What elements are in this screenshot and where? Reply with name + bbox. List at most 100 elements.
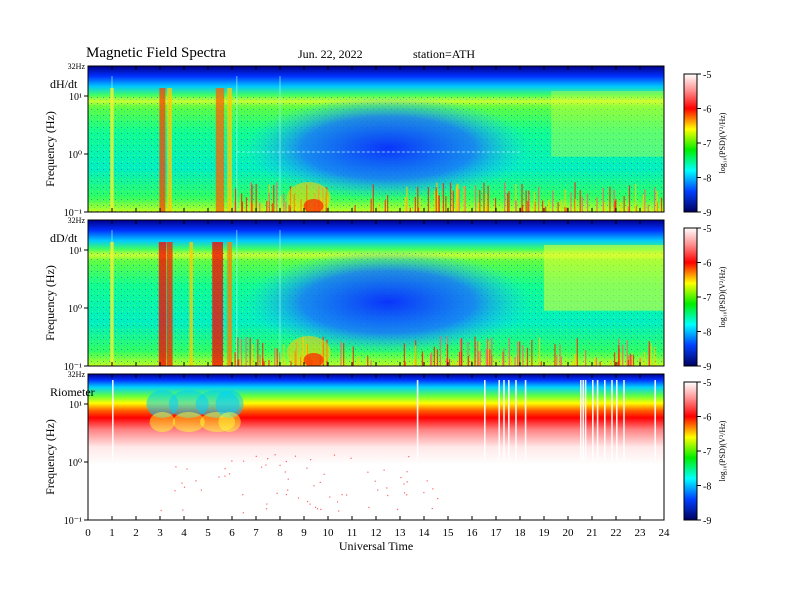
x-tick-label: 20 — [563, 527, 575, 539]
x-tick-label: 21 — [587, 527, 598, 539]
x-tick-label: 15 — [443, 527, 455, 539]
panel-riometer: Riometer 32Hz 10¹ 10⁰ 10⁻¹ Frequency (Hz) -5 -6… — [43, 370, 727, 553]
spectrogram-0 — [88, 66, 664, 212]
data-gap — [623, 380, 625, 460]
y-axis-label: Frequency (Hz) — [43, 419, 57, 495]
colorbar-tick-label: -6 — [703, 105, 711, 116]
x-tick-label: 9 — [301, 527, 307, 539]
station-label: station=ATH — [413, 47, 476, 61]
y-tick-label: 10⁻¹ — [64, 208, 82, 219]
colorbar-tick-label: -9 — [703, 362, 711, 373]
data-gap — [611, 380, 613, 460]
x-tick-label: 23 — [635, 527, 647, 539]
colorbar-label: log₁₀(PSD)(V²/Hz) — [718, 420, 727, 481]
x-tick-label: 12 — [371, 527, 382, 539]
y-tick-label: 10¹ — [69, 92, 82, 103]
data-gap — [596, 380, 599, 460]
activity-burst — [167, 88, 172, 212]
data-gap — [484, 380, 486, 460]
x-tick-label: 14 — [419, 527, 431, 539]
late-activity — [551, 91, 664, 157]
data-gap — [580, 380, 582, 460]
x-tick-label: 7 — [253, 527, 259, 539]
x-tick-label: 2 — [133, 527, 139, 539]
colorbar-tick-label: -6 — [703, 259, 711, 270]
panel-label: dH/dt — [50, 77, 78, 91]
y-tick-label: 10¹ — [69, 400, 82, 411]
colorbar-tick-label: -8 — [703, 482, 711, 493]
y-tick-label: 10⁻¹ — [64, 362, 82, 373]
x-tick-label: 6 — [229, 527, 235, 539]
data-gap — [524, 380, 527, 460]
colorbar-tick-label: -8 — [703, 328, 711, 339]
date-label: Jun. 22, 2022 — [298, 47, 363, 61]
panel-dhdt: dH/dt 32Hz 10¹ 10⁰ 10⁻¹ Frequency (Hz) -5 -6 -7 -… — [43, 62, 727, 219]
x-tick-label: 3 — [157, 527, 163, 539]
x-tick-label: 10 — [323, 527, 335, 539]
data-gap — [508, 380, 510, 460]
chart-title: Magnetic Field Spectra — [86, 45, 226, 61]
x-tick-label: 22 — [611, 527, 622, 539]
disturbance — [146, 390, 179, 418]
panel-label: dD/dt — [50, 231, 78, 245]
x-tick-label: 24 — [659, 527, 671, 539]
activity-burst — [227, 88, 232, 212]
colorbar-tick-label: -7 — [703, 293, 711, 304]
y-tick-label: 10¹ — [69, 246, 82, 257]
activity-burst — [159, 88, 166, 212]
colorbar — [683, 227, 698, 367]
colorbar-label: log₁₀(PSD)(V²/Hz) — [718, 266, 727, 327]
y-tick-label: 10⁰ — [68, 150, 82, 161]
activity-burst — [227, 242, 232, 366]
activity-burst — [158, 242, 166, 366]
x-tick-label: 19 — [539, 527, 551, 539]
x-tick-label: 1 — [109, 527, 115, 539]
y-tick-label: 10⁻¹ — [64, 516, 82, 527]
y-top-label: 32Hz — [68, 370, 86, 379]
quiet-region — [244, 96, 532, 200]
x-tick-label: 0 — [85, 527, 91, 539]
x-tick-label: 16 — [467, 527, 479, 539]
data-gap — [654, 380, 656, 460]
data-gap — [582, 380, 584, 460]
colorbar-tick-label: -9 — [703, 208, 711, 219]
x-tick-label: 17 — [491, 527, 503, 539]
y-top-label: 32Hz — [68, 62, 86, 71]
colorbar — [683, 381, 698, 521]
colorbar-tick-label: -7 — [703, 447, 711, 458]
spectrogram-1 — [88, 220, 664, 366]
colorbar-tick-label: -5 — [703, 70, 711, 81]
data-gap — [604, 380, 606, 460]
x-axis-label: Universal Time — [339, 539, 413, 553]
x-tick-label: 5 — [205, 527, 211, 539]
colorbar-tick-label: -5 — [703, 378, 711, 389]
activity-burst — [212, 242, 223, 366]
colorbar — [683, 73, 698, 213]
activity-burst — [189, 242, 193, 366]
panel-dddt: dD/dt 32Hz 10¹ 10⁰ 10⁻¹ Frequency (Hz) -5 -6 -7 -… — [43, 216, 727, 373]
colorbar-tick-label: -9 — [703, 516, 711, 527]
panel-label: Riometer — [50, 385, 95, 399]
x-tick-label: 18 — [515, 527, 527, 539]
late-activity — [544, 245, 664, 311]
data-gap — [498, 380, 500, 460]
data-gap — [416, 380, 419, 460]
data-gap — [503, 380, 505, 460]
data-gap — [584, 380, 587, 460]
data-gap — [592, 380, 594, 460]
x-tick-label: 8 — [277, 527, 283, 539]
y-tick-label: 10⁰ — [68, 458, 82, 469]
x-tick-label: 11 — [347, 527, 358, 539]
activity-burst — [215, 88, 225, 212]
y-axis-label: Frequency (Hz) — [43, 111, 57, 187]
x-tick-label: 13 — [395, 527, 407, 539]
data-gap — [515, 380, 517, 460]
y-top-label: 32Hz — [68, 216, 86, 225]
colorbar-label: log₁₀(PSD)(V²/Hz) — [718, 112, 727, 173]
disturbance — [215, 390, 244, 418]
x-tick-label: 4 — [181, 527, 187, 539]
y-axis-label: Frequency (Hz) — [43, 265, 57, 341]
colorbar-tick-label: -8 — [703, 174, 711, 185]
data-gap — [112, 380, 114, 460]
